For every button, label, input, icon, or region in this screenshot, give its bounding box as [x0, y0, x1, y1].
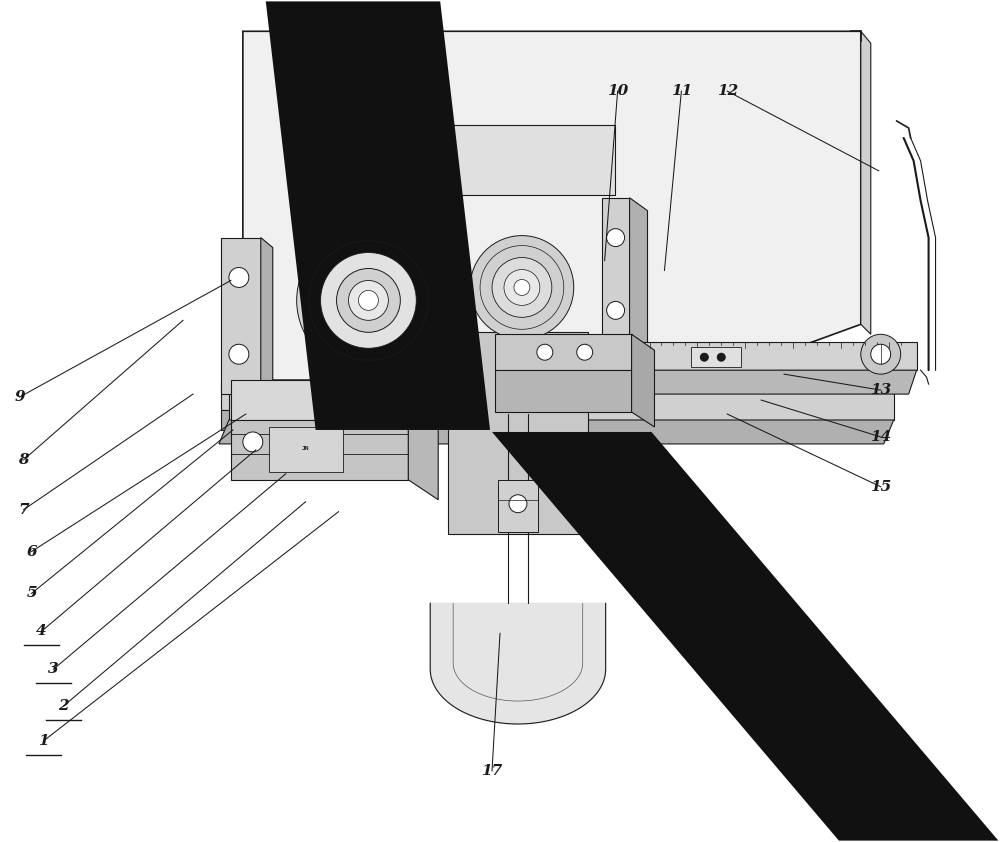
Circle shape	[470, 236, 574, 339]
Polygon shape	[498, 480, 538, 531]
Circle shape	[861, 334, 901, 374]
Text: 13: 13	[870, 383, 891, 397]
Polygon shape	[861, 31, 871, 334]
Polygon shape	[430, 604, 606, 724]
Text: JN: JN	[302, 446, 309, 451]
Polygon shape	[628, 370, 917, 394]
Text: 11: 11	[671, 84, 692, 98]
Polygon shape	[231, 380, 408, 420]
Circle shape	[297, 229, 440, 372]
Circle shape	[229, 344, 249, 365]
Circle shape	[514, 280, 530, 296]
Text: 5: 5	[26, 586, 37, 600]
Text: 3: 3	[48, 662, 59, 676]
Polygon shape	[231, 420, 408, 480]
Polygon shape	[269, 427, 343, 472]
Circle shape	[700, 354, 708, 361]
Polygon shape	[630, 198, 648, 410]
Polygon shape	[602, 198, 630, 397]
Polygon shape	[408, 380, 438, 500]
Circle shape	[607, 229, 625, 247]
Text: 1: 1	[38, 734, 49, 748]
Text: 4: 4	[36, 624, 47, 638]
Circle shape	[871, 344, 891, 365]
Polygon shape	[221, 380, 385, 410]
Circle shape	[717, 354, 725, 361]
Circle shape	[509, 495, 527, 513]
Circle shape	[492, 258, 552, 317]
Polygon shape	[495, 334, 632, 370]
Circle shape	[537, 344, 553, 360]
Polygon shape	[632, 334, 654, 427]
Polygon shape	[229, 387, 894, 420]
Polygon shape	[261, 237, 273, 404]
Circle shape	[321, 253, 416, 349]
Text: 10: 10	[607, 84, 628, 98]
Text: 12: 12	[717, 84, 738, 98]
Text: 2: 2	[58, 699, 69, 713]
Polygon shape	[243, 31, 861, 380]
Polygon shape	[221, 237, 261, 394]
Circle shape	[607, 301, 625, 319]
Polygon shape	[448, 333, 588, 534]
Text: 9: 9	[14, 390, 25, 404]
Circle shape	[337, 269, 400, 333]
Polygon shape	[219, 420, 894, 444]
Text: 14: 14	[870, 430, 891, 444]
Polygon shape	[495, 370, 632, 412]
Text: 17: 17	[481, 764, 503, 778]
Polygon shape	[221, 410, 385, 430]
Polygon shape	[438, 125, 615, 195]
Polygon shape	[691, 347, 741, 367]
Text: 6: 6	[26, 545, 37, 558]
Polygon shape	[492, 432, 998, 840]
Circle shape	[358, 290, 378, 311]
Circle shape	[504, 269, 540, 306]
Circle shape	[577, 344, 593, 360]
Text: 7: 7	[18, 503, 29, 517]
Text: 8: 8	[18, 453, 29, 466]
Circle shape	[349, 280, 388, 320]
Polygon shape	[266, 2, 490, 430]
Text: 15: 15	[870, 480, 891, 493]
Circle shape	[229, 268, 249, 287]
Polygon shape	[635, 342, 917, 370]
Circle shape	[243, 432, 263, 452]
